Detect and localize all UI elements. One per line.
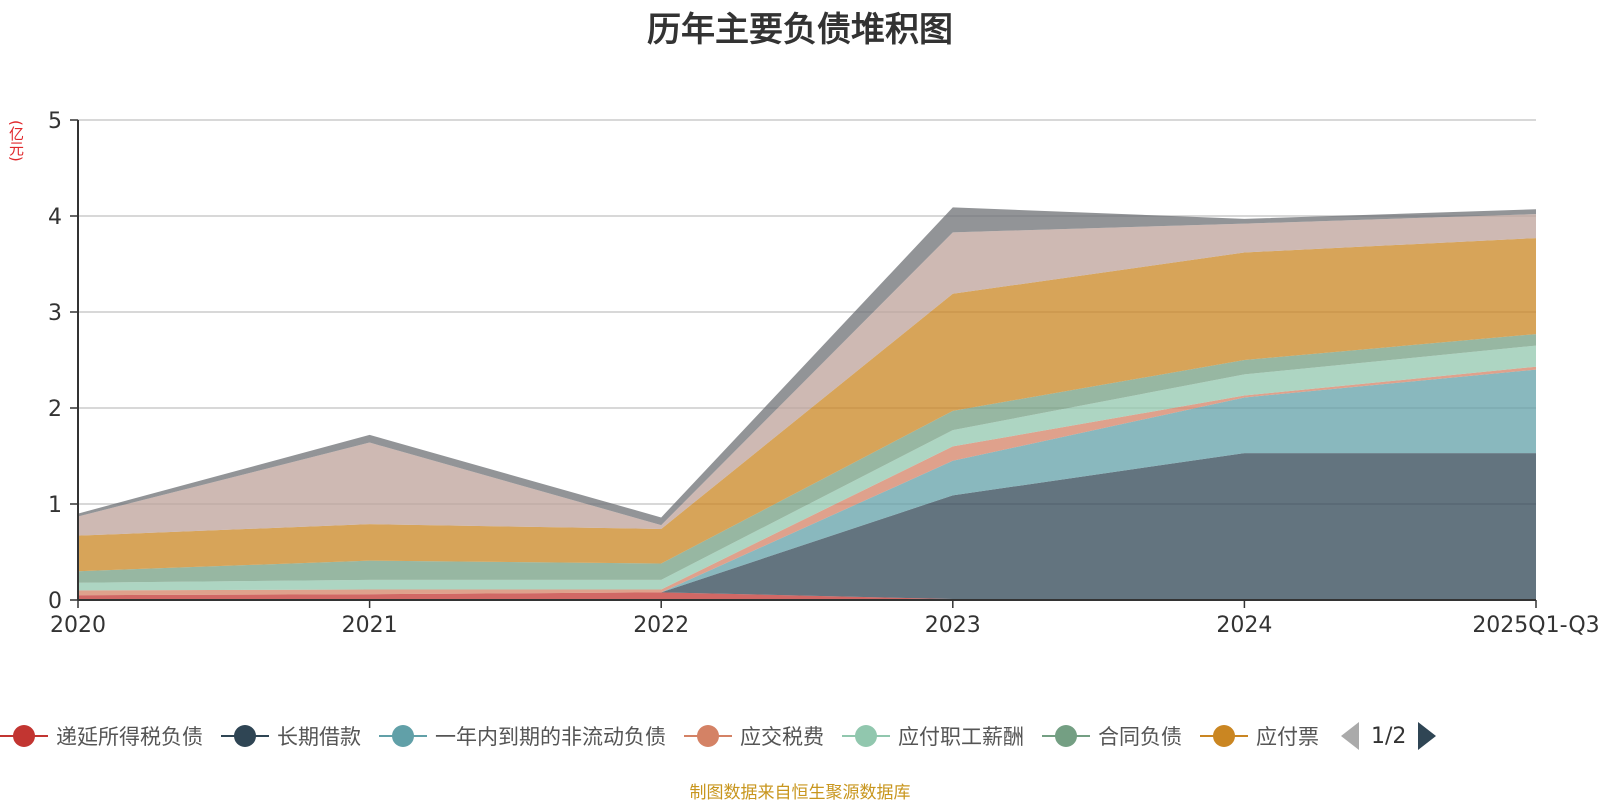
- area-series-应付职工薪酬: [78, 345, 1536, 591]
- area-series-其他负债: [78, 207, 1536, 526]
- legend-item[interactable]: 应交税费: [684, 721, 824, 751]
- legend-marker-dot: [234, 725, 256, 747]
- legend-marker-icon: [379, 724, 427, 748]
- legend-item[interactable]: 长期借款: [221, 721, 361, 751]
- legend-pager: 1/2: [1341, 722, 1437, 750]
- y-axis-unit-label: (亿元): [7, 120, 25, 162]
- area-series-长期借款: [78, 453, 1536, 600]
- legend-marker-icon: [684, 724, 732, 748]
- legend-item[interactable]: 一年内到期的非流动负债: [379, 721, 666, 751]
- legend-marker-dot: [855, 725, 877, 747]
- legend-label: 一年内到期的非流动负债: [435, 725, 666, 749]
- legend-item[interactable]: 合同负债: [1042, 721, 1182, 751]
- plot-area: 0 1 2 3 4 5 2020 2021 2022 2023 2024 2025Q1-Q3: [48, 109, 1600, 638]
- legend-marker-icon: [0, 724, 48, 748]
- legend-prev-icon[interactable]: [1341, 722, 1359, 750]
- legend-next-icon[interactable]: [1418, 722, 1437, 750]
- legend-items: 递延所得税负债 长期借款 一年内到期的非流动负债 应交税费 应付职工薪酬 合同负债 应付票: [0, 721, 1337, 751]
- x-tick-label: 2025Q1-Q3: [1472, 613, 1599, 638]
- legend-marker-icon: [1200, 724, 1248, 748]
- legend-marker-dot: [13, 725, 35, 747]
- y-tick-label: 4: [48, 205, 62, 230]
- legend-item[interactable]: 递延所得税负债: [0, 721, 203, 751]
- legend-label: 合同负债: [1098, 725, 1182, 749]
- y-tick-label: 0: [48, 589, 62, 614]
- x-tick-label: 2024: [1216, 613, 1272, 638]
- y-tick-label: 1: [48, 493, 62, 518]
- legend-item[interactable]: 应付职工薪酬: [842, 721, 1024, 751]
- area-series-应付账款: [78, 214, 1536, 536]
- x-tick-label: 2020: [50, 613, 106, 638]
- legend-label: 应交税费: [740, 725, 824, 749]
- legend: 递延所得税负债 长期借款 一年内到期的非流动负债 应交税费 应付职工薪酬 合同负债 应付票 …: [0, 716, 1437, 756]
- area-series-合同负债: [78, 334, 1536, 583]
- y-tick-label: 3: [48, 301, 62, 326]
- legend-label: 应付职工薪酬: [898, 725, 1024, 749]
- legend-marker-dot: [697, 725, 719, 747]
- legend-page-indicator: 1/2: [1371, 723, 1407, 749]
- area-series-递延所得税负债: [78, 592, 1536, 600]
- x-tick-label: 2022: [633, 613, 689, 638]
- area-series-一年内到期的非流动负债: [78, 369, 1536, 596]
- legend-item[interactable]: 应付票: [1200, 721, 1319, 751]
- legend-marker-dot: [392, 725, 414, 747]
- legend-marker-dot: [1055, 725, 1077, 747]
- y-tick-label: 5: [48, 109, 62, 134]
- legend-marker-icon: [221, 724, 269, 748]
- legend-label: 应付票: [1256, 725, 1319, 749]
- source-note: 制图数据来自恒生聚源数据库: [689, 783, 911, 800]
- legend-marker-icon: [842, 724, 890, 748]
- legend-label: 长期借款: [277, 725, 361, 749]
- x-tick-label: 2021: [342, 613, 398, 638]
- y-tick-label: 2: [48, 397, 62, 422]
- x-tick-label: 2023: [925, 613, 981, 638]
- legend-label: 递延所得税负债: [56, 725, 203, 749]
- chart-title: 历年主要负债堆积图: [647, 10, 953, 50]
- legend-marker-dot: [1213, 725, 1235, 747]
- legend-marker-icon: [1042, 724, 1090, 748]
- area-series-应付票据: [78, 238, 1536, 572]
